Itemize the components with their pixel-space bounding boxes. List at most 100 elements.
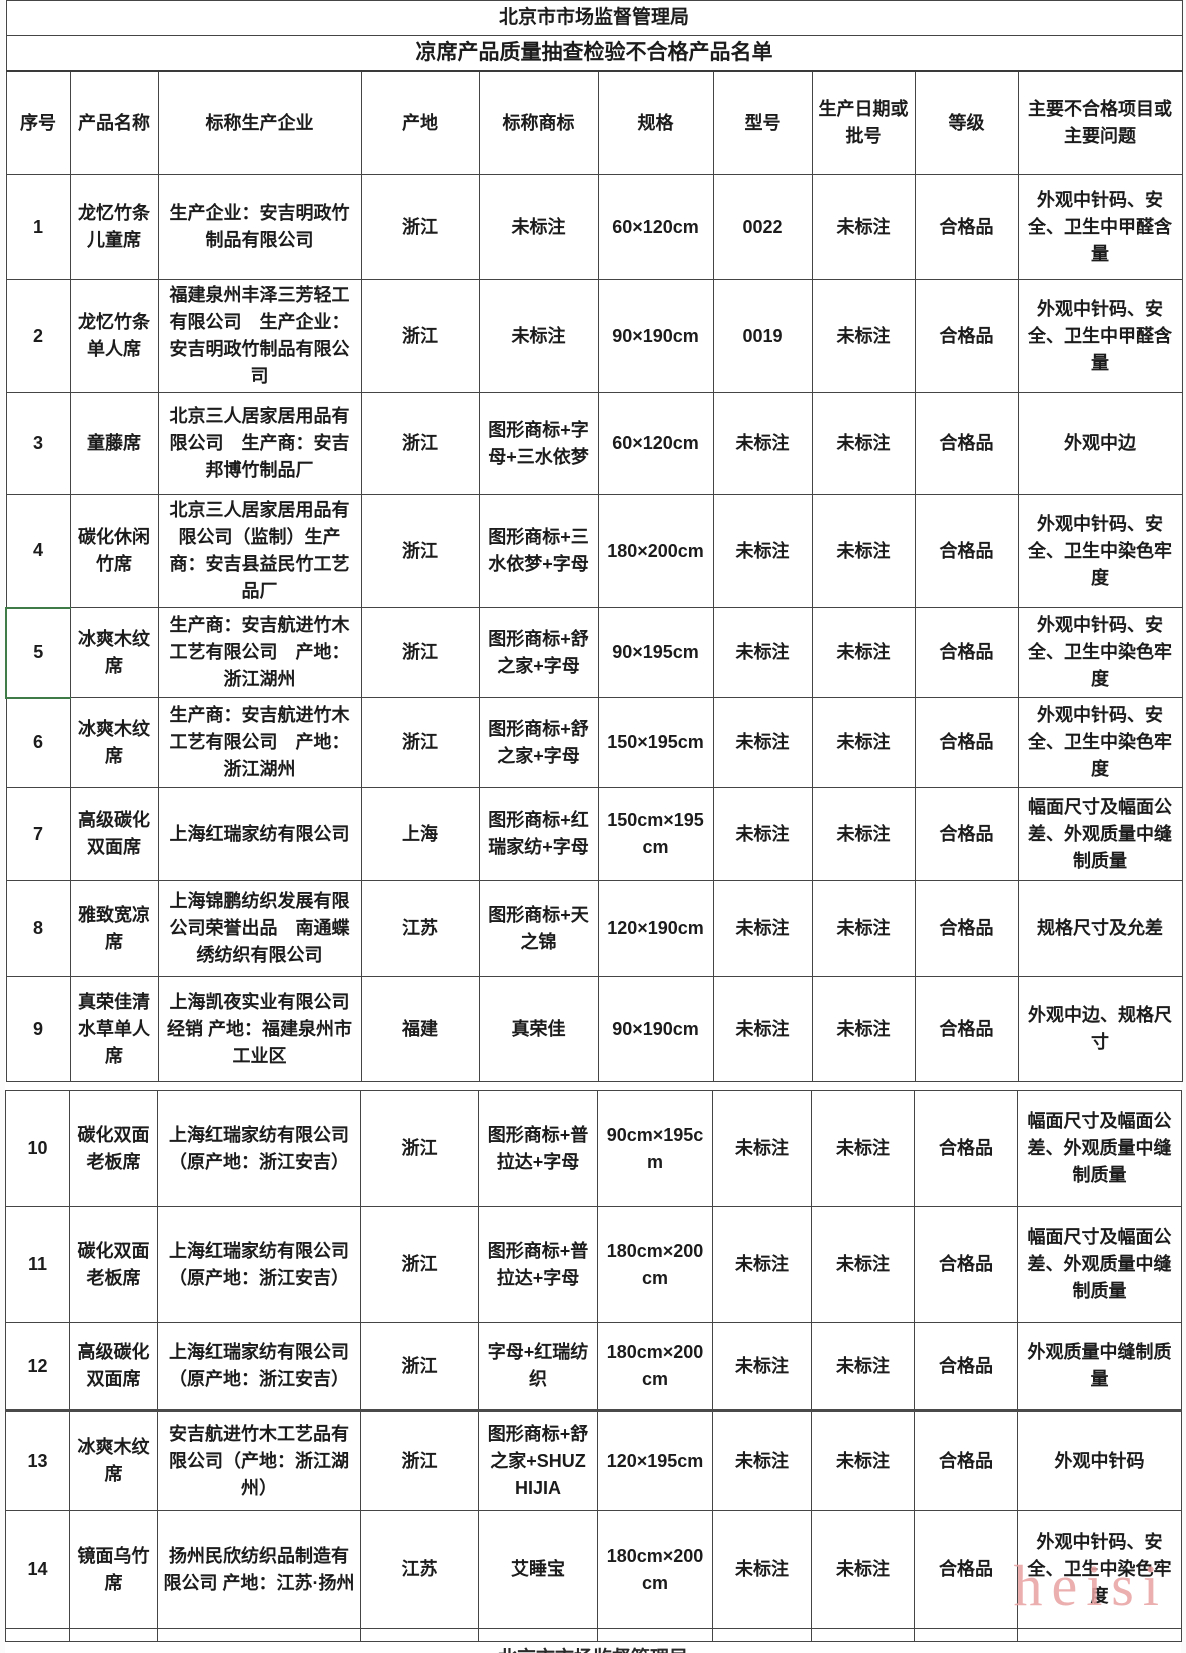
column-header-5: 规格 [597, 70, 714, 175]
cell-seq: 7 [5, 787, 71, 881]
cell-grade: 合格品 [914, 392, 1019, 495]
cell-trademark: 未标注 [478, 279, 599, 393]
cell-trademark: 真荣佳 [478, 976, 599, 1082]
cell-manufacturer: 上海红瑞家纺有限公司 [157, 787, 362, 881]
cell-name: 雅致宽凉席 [69, 880, 159, 977]
column-header-3: 产地 [360, 70, 480, 175]
cell-seq: 3 [5, 392, 71, 495]
cell-batch: 未标注 [811, 976, 916, 1082]
cell-trademark: 图形商标+舒之家+SHUZHIJIA [478, 1409, 598, 1511]
table-row: 北京市市场监督管理局 [5, 0, 1183, 36]
column-header-1: 产品名称 [69, 70, 159, 175]
cell-name: 冰爽木纹席 [69, 1409, 158, 1511]
product-table-section-2: 10 碳化双面老板席 上海红瑞家纺有限公司（原产地：浙江安吉） 浙江 图形商标+普拉达+… [5, 1090, 1182, 1642]
cell-issues: 外观中针码、安全、卫生中甲醛含量 [1017, 279, 1183, 393]
cell-origin: 浙江 [360, 494, 480, 608]
page-subtitle: 凉席产品质量抽查检验不合格产品名单 [5, 35, 1183, 72]
product-table-section-1: 北京市市场监督管理局 凉席产品质量抽查检验不合格产品名单 序号 产品名称 标称生产企… [5, 0, 1183, 1082]
cell-name: 真荣佳清水草单人席 [69, 976, 159, 1082]
cell-issues: 规格尺寸及允差 [1017, 880, 1183, 977]
cell-origin: 浙江 [360, 1409, 479, 1511]
cell-model: 未标注 [712, 1090, 812, 1207]
cell-batch: 未标注 [811, 880, 916, 977]
cell-manufacturer: 上海凯夜实业有限公司经销 产地：福建泉州市工业区 [157, 976, 362, 1082]
cell-model: 未标注 [712, 787, 813, 881]
table-row: 6 冰爽木纹席 生产商：安吉航进竹木工艺有限公司 产地：浙江湖州 浙江 图形商标+舒之家… [5, 697, 1183, 788]
cell-spec: 60×120cm [597, 392, 714, 495]
cell-manufacturer: 北京三人居家居用品有限公司 生产商：安吉邦博竹制品厂 [157, 392, 362, 495]
cell-trademark: 图形商标+舒之家+字母 [478, 607, 599, 698]
cell-spec: 180×200cm [597, 494, 714, 608]
empty-clipped-row [5, 1628, 1182, 1642]
cell-batch: 未标注 [811, 1510, 915, 1629]
cell-trademark: 未标注 [478, 174, 599, 280]
column-header-2: 标称生产企业 [157, 70, 362, 175]
cell-spec: 120×190cm [597, 880, 714, 977]
cell-origin: 浙江 [360, 1322, 479, 1411]
cell-seq: 1 [5, 174, 71, 280]
cell-origin: 浙江 [360, 392, 480, 495]
cell-model: 未标注 [712, 607, 813, 698]
cell-name: 高级碳化双面席 [69, 1322, 158, 1411]
cell-spec: 120×195cm [597, 1409, 713, 1511]
cell-manufacturer: 上海红瑞家纺有限公司（原产地：浙江安吉） [157, 1090, 361, 1207]
cell-grade: 合格品 [914, 607, 1019, 698]
cell-origin: 浙江 [360, 607, 480, 698]
cell-issues: 外观中针码、安全、卫生中染色牢度 [1017, 697, 1183, 788]
cell-batch: 未标注 [811, 607, 916, 698]
cell-trademark: 图形商标+三水依梦+字母 [478, 494, 599, 608]
cell-trademark: 艾睡宝 [478, 1510, 598, 1629]
cell-model: 未标注 [712, 1322, 812, 1411]
cell-grade: 合格品 [914, 697, 1019, 788]
cell-spec: 90×190cm [597, 976, 714, 1082]
table-row: 12 高级碳化双面席 上海红瑞家纺有限公司（原产地：浙江安吉） 浙江 字母+红瑞纺织 18… [5, 1322, 1182, 1411]
cell-grade: 合格品 [914, 1206, 1018, 1323]
table-row: 9 真荣佳清水草单人席 上海凯夜实业有限公司经销 产地：福建泉州市工业区 福建 真荣佳 9… [5, 976, 1183, 1082]
cell-grade: 合格品 [914, 1090, 1018, 1207]
cell-issues: 幅面尺寸及幅面公差、外观质量中缝制质量 [1017, 787, 1183, 881]
cell-grade: 合格品 [914, 976, 1019, 1082]
cell-manufacturer: 福建泉州丰泽三芳轻工有限公司 生产企业：安吉明政竹制品有限公司 [157, 279, 362, 393]
inspection-report: 北京市市场监督管理局 凉席产品质量抽查检验不合格产品名单 序号 产品名称 标称生产企… [5, 0, 1183, 1653]
cell-batch: 未标注 [811, 1090, 915, 1207]
table-row: 13 冰爽木纹席 安吉航进竹木工艺品有限公司（产地：浙江湖州） 浙江 图形商标+舒之家+… [5, 1409, 1182, 1511]
cell-model: 0019 [712, 279, 813, 393]
cell-spec: 180cm×200cm [597, 1206, 713, 1323]
cell-issues: 外观中针码、安全、卫生中染色牢度 [1017, 494, 1183, 608]
cell-batch: 未标注 [811, 494, 916, 608]
cell-origin: 浙江 [360, 697, 480, 788]
column-header-4: 标称商标 [478, 70, 599, 175]
cell-model: 0022 [712, 174, 813, 280]
table-row: 14 镜面乌竹席 扬州民欣纺织品制造有限公司 产地：江苏·扬州 江苏 艾睡宝 180cm×… [5, 1510, 1182, 1629]
page-title: 北京市市场监督管理局 [5, 0, 1183, 36]
page-break-gap [5, 1082, 1181, 1090]
cell-seq: 6 [5, 697, 71, 788]
cell-batch: 未标注 [811, 697, 916, 788]
table-row: 1 龙忆竹条儿童席 生产企业：安吉明政竹制品有限公司 浙江 未标注 60×120cm 002… [5, 174, 1183, 280]
cell-grade: 合格品 [914, 1510, 1018, 1629]
cell-seq: 10 [5, 1090, 70, 1207]
table-row: 5 冰爽木纹席 生产商：安吉航进竹木工艺有限公司 产地：浙江湖州 浙江 图形商标+舒之家… [5, 606, 1183, 699]
cell-seq: 12 [5, 1322, 70, 1411]
cell-model: 未标注 [712, 392, 813, 495]
column-header-6: 型号 [712, 70, 813, 175]
cell-spec: 90×190cm [597, 279, 714, 393]
cell-batch: 未标注 [811, 392, 916, 495]
cell-spec: 180cm×200cm [597, 1322, 713, 1411]
cell-name: 碳化双面老板席 [69, 1090, 158, 1207]
cell-manufacturer: 生产商：安吉航进竹木工艺有限公司 产地：浙江湖州 [157, 697, 362, 788]
cell-batch: 未标注 [811, 174, 916, 280]
cell-trademark: 字母+红瑞纺织 [478, 1322, 598, 1411]
cell-manufacturer: 上海红瑞家纺有限公司（原产地：浙江安吉） [157, 1322, 361, 1411]
cell-issues: 外观中边 [1017, 392, 1183, 495]
cell-model: 未标注 [712, 697, 813, 788]
cell-model: 未标注 [712, 880, 813, 977]
cell-grade: 合格品 [914, 279, 1019, 393]
cell-name: 冰爽木纹席 [69, 697, 159, 788]
cell-name: 冰爽木纹席 [69, 607, 159, 698]
cell-name: 碳化休闲竹席 [69, 494, 159, 608]
table-row: 2 龙忆竹条单人席 福建泉州丰泽三芳轻工有限公司 生产企业：安吉明政竹制品有限公司浙… [5, 279, 1183, 393]
cell-grade: 合格品 [914, 787, 1019, 881]
cell-name: 龙忆竹条单人席 [69, 279, 159, 393]
